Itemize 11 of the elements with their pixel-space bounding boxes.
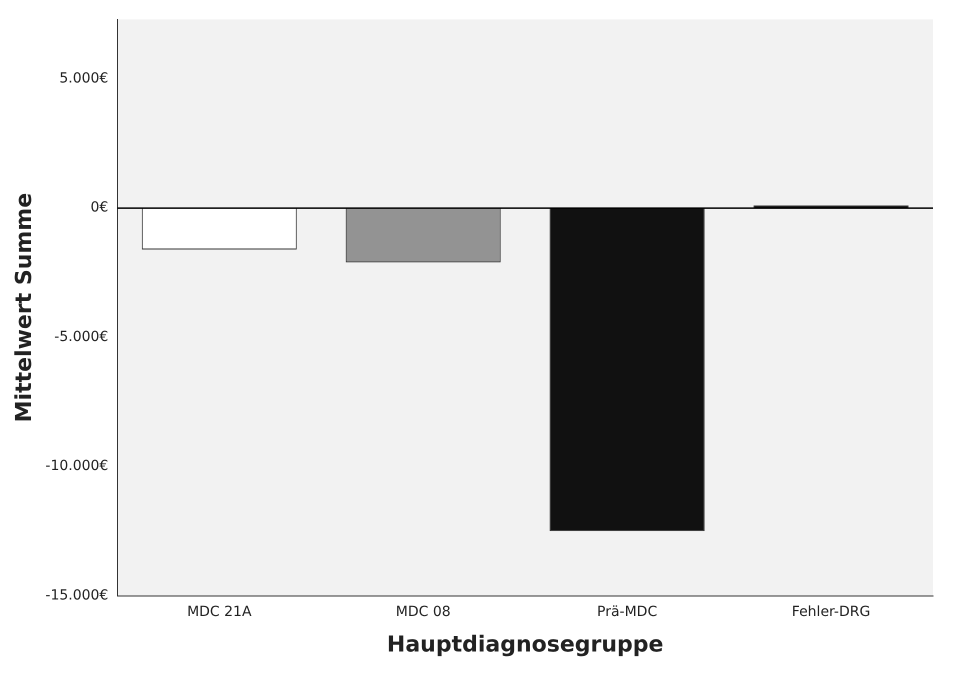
y-tick-label: -10.000€ bbox=[45, 458, 108, 474]
y-tick-label: -15.000€ bbox=[45, 587, 108, 604]
x-tick-label: MDC 21A bbox=[187, 604, 252, 620]
x-tick-label: Fehler-DRG bbox=[792, 604, 870, 620]
x-tick-label: MDC 08 bbox=[396, 604, 451, 620]
x-axis-title: Hauptdiagnosegruppe bbox=[386, 632, 664, 658]
y-tick-label: -5.000€ bbox=[54, 328, 108, 345]
x-tick-label: Prä-MDC bbox=[597, 604, 658, 620]
y-axis-title: Mittelwert Summe bbox=[12, 192, 37, 422]
y-tick-label: 5.000€ bbox=[59, 70, 108, 86]
y-tick-label: 0€ bbox=[90, 200, 108, 216]
